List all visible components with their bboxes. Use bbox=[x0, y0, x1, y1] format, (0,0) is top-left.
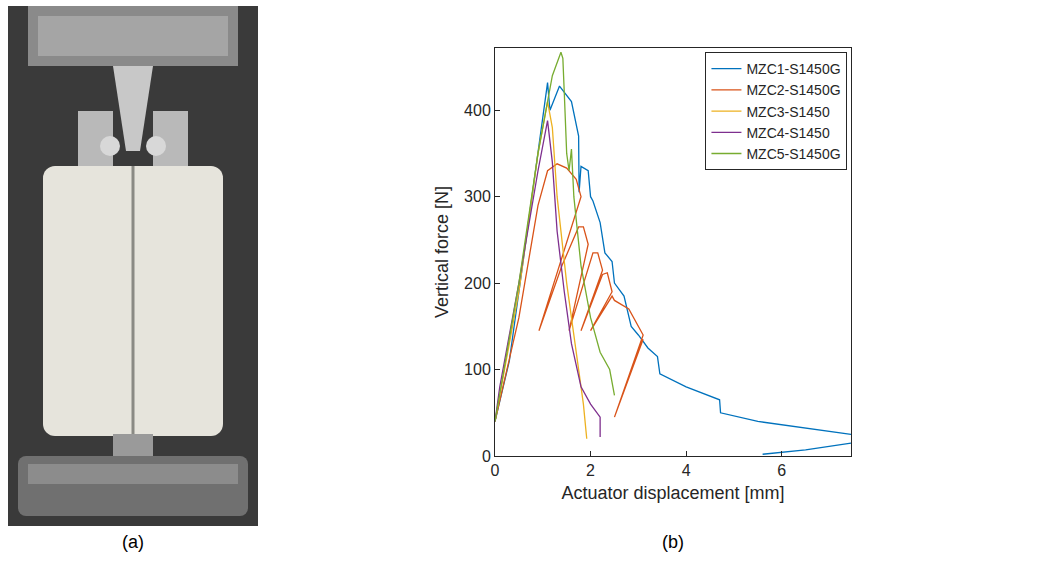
svg-text:200: 200 bbox=[464, 275, 491, 292]
svg-text:2: 2 bbox=[586, 462, 595, 479]
svg-text:100: 100 bbox=[464, 361, 491, 378]
svg-text:Vertical force [N]: Vertical force [N] bbox=[432, 186, 452, 318]
svg-text:4: 4 bbox=[682, 462, 691, 479]
svg-text:0: 0 bbox=[482, 448, 491, 465]
svg-text:400: 400 bbox=[464, 102, 491, 119]
svg-text:0: 0 bbox=[491, 462, 500, 479]
svg-text:MZC5-S1450G: MZC5-S1450G bbox=[746, 146, 840, 162]
svg-text:300: 300 bbox=[464, 188, 491, 205]
html-text:(b): (b) bbox=[662, 532, 684, 552]
svg-text:6: 6 bbox=[777, 462, 786, 479]
svg-text:Actuator displacement [mm]: Actuator displacement [mm] bbox=[561, 483, 784, 503]
svg-text:MZC3-S1450: MZC3-S1450 bbox=[746, 104, 829, 120]
html-text:(a): (a) bbox=[122, 532, 144, 552]
svg-text:MZC4-S1450: MZC4-S1450 bbox=[746, 125, 829, 141]
svg-text:MZC1-S1450G: MZC1-S1450G bbox=[746, 61, 840, 77]
svg-text:MZC2-S1450G: MZC2-S1450G bbox=[746, 82, 840, 98]
